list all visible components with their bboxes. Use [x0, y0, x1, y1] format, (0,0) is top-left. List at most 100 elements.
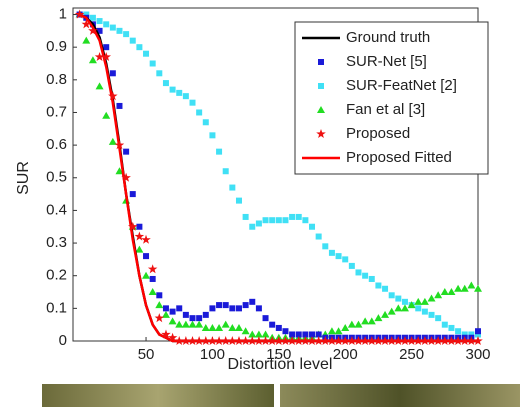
marker-triangle: [400, 304, 409, 312]
marker-square: [162, 305, 169, 312]
marker-square: [249, 298, 256, 305]
marker-triangle: [82, 36, 91, 44]
marker-square: [375, 282, 382, 289]
y-tick-label: 0.6: [46, 136, 67, 153]
marker-square: [302, 331, 309, 338]
thumbnail-image: [42, 384, 274, 407]
marker-triangle: [454, 284, 463, 292]
legend-label: Proposed: [346, 125, 410, 142]
marker-star: [327, 336, 337, 345]
marker-square: [435, 315, 442, 322]
thumbnail-image: [280, 384, 520, 407]
marker-star: [280, 336, 291, 345]
marker-star: [161, 329, 171, 339]
marker-triangle: [201, 323, 210, 331]
marker-square: [216, 302, 223, 309]
marker-square: [182, 93, 189, 100]
marker-triangle: [181, 320, 190, 328]
marker-square: [255, 305, 262, 312]
marker-square: [89, 14, 96, 21]
marker-square: [235, 305, 242, 312]
marker-star: [181, 336, 191, 345]
marker-square: [421, 308, 428, 315]
legend-label: SUR-Net [5]: [346, 53, 427, 70]
marker-square: [249, 223, 256, 230]
marker-star: [167, 332, 178, 342]
marker-square: [116, 27, 123, 34]
marker-star: [333, 336, 344, 345]
marker-star: [406, 336, 417, 345]
marker-star: [340, 336, 350, 345]
marker-square: [282, 328, 289, 335]
marker-square: [269, 321, 276, 328]
marker-triangle: [347, 320, 356, 328]
marker-square: [109, 24, 116, 31]
x-tick-label: 150: [266, 346, 291, 363]
marker-square: [123, 148, 130, 155]
marker-triangle: [155, 301, 164, 309]
marker-star: [74, 9, 85, 19]
y-axis-label: SUR: [15, 161, 32, 195]
marker-square: [169, 308, 176, 315]
marker-triangle: [460, 284, 469, 292]
marker-star: [294, 336, 304, 345]
marker-square: [129, 37, 136, 44]
marker-square: [382, 285, 389, 292]
x-tick-label: 250: [399, 346, 424, 363]
marker-square: [189, 315, 196, 322]
marker-triangle: [175, 320, 184, 328]
marker-square: [309, 331, 316, 338]
marker-triangle: [387, 307, 396, 315]
marker-star: [446, 336, 457, 345]
marker-star: [420, 336, 430, 345]
y-tick-label: 0.1: [46, 299, 67, 316]
marker-square: [315, 233, 322, 240]
marker-square: [475, 331, 481, 338]
marker-triangle: [102, 111, 111, 119]
marker-star: [141, 234, 151, 244]
marker-square: [401, 298, 408, 305]
marker-star: [88, 25, 98, 35]
marker-square: [136, 44, 143, 51]
marker-square: [83, 11, 90, 18]
marker-triangle: [195, 320, 204, 328]
marker-square: [242, 302, 249, 309]
marker-square: [229, 305, 236, 312]
marker-triangle: [215, 323, 224, 331]
marker-star: [307, 336, 317, 345]
legend-box: [294, 21, 489, 175]
marker-square: [189, 99, 196, 106]
marker-star: [400, 336, 410, 345]
marker-star: [187, 336, 198, 345]
marker-star: [234, 336, 244, 345]
marker-square: [309, 223, 316, 230]
marker-star: [373, 336, 384, 345]
marker-triangle: [135, 245, 144, 253]
marker-star: [433, 336, 443, 345]
marker-square: [176, 89, 183, 96]
marker-square: [348, 262, 355, 269]
marker-square: [368, 275, 375, 282]
marker-square: [116, 102, 123, 109]
marker-triangle: [440, 288, 449, 296]
y-tick-label: 0.4: [46, 201, 67, 218]
marker-star: [413, 336, 423, 345]
marker-star: [81, 19, 91, 29]
marker-square: [96, 27, 103, 34]
marker-star: [114, 140, 125, 150]
marker-square: [216, 148, 223, 155]
marker-star: [128, 221, 138, 231]
marker-square: [149, 275, 156, 282]
marker-triangle: [394, 304, 403, 312]
marker-square: [388, 292, 395, 299]
marker-star: [194, 336, 204, 345]
marker-square: [109, 70, 116, 77]
marker-triangle: [354, 320, 363, 328]
marker-square: [455, 328, 462, 335]
marker-triangle: [234, 323, 243, 331]
marker-star: [214, 336, 224, 345]
marker-triangle: [228, 323, 237, 331]
marker-star: [316, 129, 326, 138]
marker-square: [222, 302, 229, 309]
marker-triangle: [115, 167, 124, 175]
